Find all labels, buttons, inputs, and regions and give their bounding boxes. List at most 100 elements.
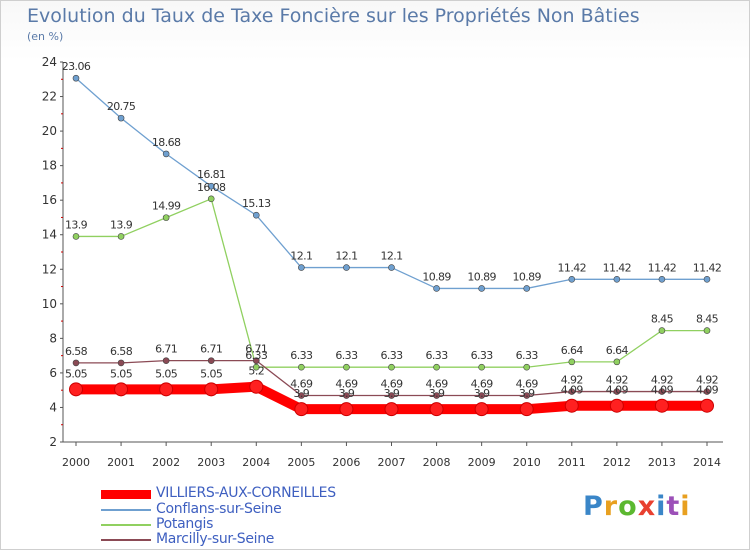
logo-letter: i <box>680 491 691 522</box>
data-point <box>703 275 711 283</box>
data-label: 10.89 <box>512 270 541 283</box>
data-label: 8.45 <box>651 313 674 326</box>
x-tick-label: 2009 <box>468 456 496 469</box>
legend-swatch <box>101 509 151 511</box>
data-point <box>388 392 395 399</box>
x-tick-label: 2013 <box>648 456 676 469</box>
data-point <box>294 402 309 417</box>
data-point <box>339 402 354 417</box>
data-point <box>523 392 531 399</box>
data-label: 6.64 <box>561 344 584 357</box>
data-point <box>700 398 714 413</box>
y-tick-label: 6 <box>49 366 57 380</box>
data-label: 4.69 <box>290 378 313 391</box>
legend-swatch <box>101 539 151 541</box>
data-label: 3.9 <box>339 387 355 400</box>
data-point <box>568 388 576 395</box>
data-label: 12.1 <box>335 250 357 263</box>
x-tick-label: 2012 <box>603 456 631 469</box>
data-label: 4.92 <box>561 374 583 387</box>
data-point <box>703 327 711 334</box>
data-label: 6.64 <box>606 344 629 357</box>
y-tick-label: 16 <box>42 193 57 207</box>
data-point <box>72 74 80 82</box>
data-point <box>478 285 485 292</box>
data-label: 14.99 <box>152 200 181 213</box>
data-point <box>343 363 350 371</box>
data-point <box>384 402 399 417</box>
y-tick-label: 24 <box>42 55 57 69</box>
logo-letter: o <box>618 491 638 522</box>
data-label: 10.89 <box>467 270 496 283</box>
data-label: 18.68 <box>152 136 181 149</box>
data-point <box>72 359 80 367</box>
data-point <box>658 275 666 283</box>
data-label: 6.33 <box>426 349 449 362</box>
data-point <box>478 392 485 399</box>
data-label: 4.69 <box>426 378 449 391</box>
data-point <box>298 392 305 399</box>
data-label: 4.69 <box>335 378 358 391</box>
data-label: 16.81 <box>197 168 226 181</box>
data-point <box>249 379 264 394</box>
data-point <box>523 363 531 371</box>
chart-title: Evolution du Taux de Taxe Foncière sur l… <box>27 5 640 27</box>
data-label: 4.69 <box>471 378 494 391</box>
data-point <box>69 382 83 397</box>
data-point <box>159 382 174 397</box>
data-point <box>654 398 669 413</box>
data-label: 11.42 <box>693 261 722 274</box>
data-label: 4.09 <box>561 384 584 397</box>
y-tick-label: 10 <box>42 297 57 311</box>
y-tick-label: 22 <box>42 90 57 104</box>
data-label: 13.9 <box>65 218 88 231</box>
data-point <box>162 357 170 364</box>
data-label: 8.45 <box>696 313 719 326</box>
data-label: 3.9 <box>384 387 400 400</box>
data-point <box>298 363 305 371</box>
data-point <box>252 357 260 364</box>
logo-letter: r <box>603 491 619 522</box>
data-label: 6.33 <box>380 349 403 362</box>
data-label: 5.05 <box>200 367 223 380</box>
data-point <box>207 195 215 203</box>
data-label: 11.42 <box>603 261 632 274</box>
data-point <box>343 392 350 399</box>
data-label: 6.71 <box>245 343 267 356</box>
x-tick-label: 2002 <box>152 456 180 469</box>
data-point <box>207 357 215 364</box>
data-label: 6.71 <box>155 343 177 356</box>
data-label: 5.05 <box>110 367 133 380</box>
data-point <box>564 398 579 413</box>
data-label: 4.69 <box>516 378 539 391</box>
data-label: 6.58 <box>65 345 88 358</box>
x-tick-label: 2011 <box>558 456 586 469</box>
data-point <box>162 214 170 221</box>
logo-letter: t <box>666 491 681 522</box>
data-label: 4.92 <box>651 374 673 387</box>
data-point <box>117 233 125 240</box>
x-tick-label: 2003 <box>197 456 225 469</box>
data-point <box>388 363 395 371</box>
data-label: 3.9 <box>294 387 310 400</box>
data-point <box>117 114 125 122</box>
y-tick-label: 4 <box>49 400 57 414</box>
data-label: 6.33 <box>335 349 358 362</box>
data-label: 4.92 <box>696 374 718 387</box>
data-point <box>613 388 621 395</box>
data-label: 11.42 <box>648 261 677 274</box>
data-point <box>117 359 125 367</box>
data-label: 4.09 <box>606 384 629 397</box>
data-point <box>474 402 489 417</box>
legend-label: Conflans-sur-Seine <box>156 501 282 517</box>
y-unit-label: (en %) <box>27 30 64 43</box>
x-tick-label: 2001 <box>107 456 135 469</box>
data-point <box>523 285 531 292</box>
data-point <box>658 388 666 395</box>
data-point <box>613 275 621 283</box>
data-point <box>658 327 666 334</box>
data-label: 5.05 <box>155 367 178 380</box>
logo-letter: i <box>656 491 667 522</box>
